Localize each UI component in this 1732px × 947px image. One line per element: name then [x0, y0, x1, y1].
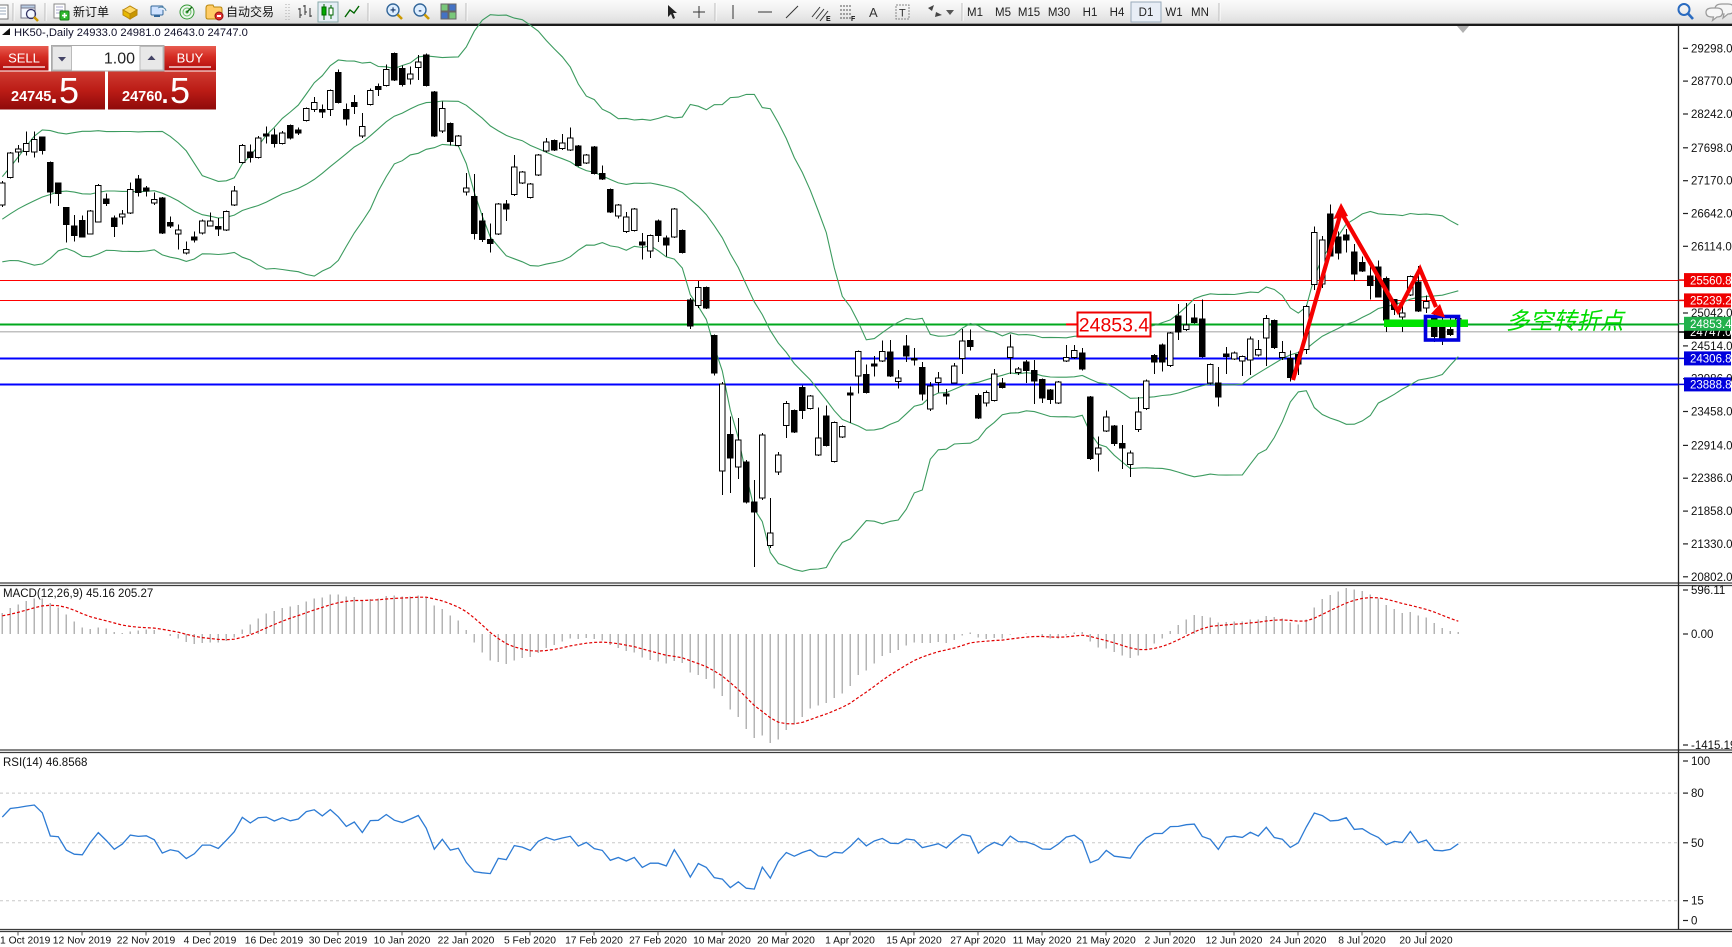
svg-text:10 Jan 2020: 10 Jan 2020 — [374, 936, 431, 947]
svg-text:24 Jun 2020: 24 Jun 2020 — [1270, 936, 1327, 947]
svg-text:25239.2: 25239.2 — [1690, 296, 1732, 308]
svg-text:23458.0: 23458.0 — [1691, 407, 1732, 419]
svg-text:24853.4: 24853.4 — [1079, 315, 1150, 337]
svg-text:D1: D1 — [1139, 7, 1154, 19]
svg-text:23888.8: 23888.8 — [1690, 380, 1732, 392]
svg-text:自动交易: 自动交易 — [226, 4, 274, 19]
svg-text:20 Jul 2020: 20 Jul 2020 — [1399, 936, 1453, 947]
svg-text:0: 0 — [1691, 916, 1697, 928]
svg-text:12 Nov 2019: 12 Nov 2019 — [53, 936, 112, 947]
svg-text:0.00: 0.00 — [1691, 629, 1713, 641]
svg-text:M15: M15 — [1018, 7, 1040, 19]
svg-text:25560.8: 25560.8 — [1690, 275, 1732, 287]
svg-text:.5: .5 — [160, 70, 190, 111]
svg-text:596.11: 596.11 — [1691, 585, 1725, 597]
svg-text:5 Feb 2020: 5 Feb 2020 — [504, 936, 556, 947]
svg-text:21330.0: 21330.0 — [1691, 539, 1732, 551]
svg-text:新订单: 新订单 — [73, 4, 109, 19]
svg-text:F: F — [851, 16, 856, 23]
svg-text:16 Dec 2019: 16 Dec 2019 — [245, 936, 304, 947]
svg-text:28242.0: 28242.0 — [1691, 109, 1732, 121]
svg-text:H1: H1 — [1083, 7, 1098, 19]
svg-text:M1: M1 — [967, 7, 983, 19]
svg-text:+: + — [390, 6, 396, 17]
svg-text:MACD(12,26,9) 45.16 205.27: MACD(12,26,9) 45.16 205.27 — [3, 588, 153, 600]
svg-text:8 Jul 2020: 8 Jul 2020 — [1338, 936, 1386, 947]
svg-text:30 Dec 2019: 30 Dec 2019 — [309, 936, 368, 947]
svg-text:22 Jan 2020: 22 Jan 2020 — [438, 936, 495, 947]
svg-text:24514.0: 24514.0 — [1691, 341, 1732, 353]
svg-text:H4: H4 — [1110, 7, 1125, 19]
svg-text:.5: .5 — [49, 70, 79, 111]
svg-text:28770.0: 28770.0 — [1691, 76, 1732, 88]
svg-text:24760: 24760 — [122, 89, 162, 105]
svg-text:M5: M5 — [995, 7, 1011, 19]
svg-text:RSI(14) 46.8568: RSI(14) 46.8568 — [3, 757, 87, 769]
svg-text:1 Apr 2020: 1 Apr 2020 — [825, 936, 875, 947]
svg-text:27 Feb 2020: 27 Feb 2020 — [629, 936, 687, 947]
svg-text:80: 80 — [1691, 788, 1704, 800]
svg-text:26114.0: 26114.0 — [1691, 241, 1732, 253]
svg-text:1.00: 1.00 — [104, 51, 135, 68]
svg-text:27698.0: 27698.0 — [1691, 143, 1732, 155]
svg-text:27170.0: 27170.0 — [1691, 176, 1732, 188]
svg-text:BUY: BUY — [177, 51, 204, 66]
svg-text:17 Feb 2020: 17 Feb 2020 — [565, 936, 623, 947]
svg-text:15 Apr 2020: 15 Apr 2020 — [886, 936, 942, 947]
svg-text:A: A — [869, 5, 878, 20]
svg-text:50: 50 — [1691, 838, 1704, 850]
svg-text:15: 15 — [1691, 896, 1704, 908]
svg-text:-: - — [418, 6, 421, 17]
svg-text:22 Nov 2019: 22 Nov 2019 — [117, 936, 176, 947]
svg-text:24853.4: 24853.4 — [1690, 319, 1732, 331]
svg-text:M30: M30 — [1048, 7, 1070, 19]
svg-text:20802.0: 20802.0 — [1691, 572, 1732, 584]
svg-text:11 May 2020: 11 May 2020 — [1013, 936, 1072, 947]
svg-text:E: E — [826, 16, 831, 23]
svg-text:100: 100 — [1691, 756, 1710, 768]
svg-text:T: T — [899, 8, 906, 20]
svg-text:20 Mar 2020: 20 Mar 2020 — [757, 936, 815, 947]
svg-text:多空转折点: 多空转折点 — [1506, 308, 1626, 334]
svg-text:W1: W1 — [1165, 7, 1182, 19]
svg-text:2 Jun 2020: 2 Jun 2020 — [1145, 936, 1196, 947]
svg-text:26642.0: 26642.0 — [1691, 209, 1732, 221]
svg-text:22386.0: 22386.0 — [1691, 473, 1732, 485]
svg-text:1 Oct 2019: 1 Oct 2019 — [0, 936, 51, 947]
svg-text:HK50-,Daily 24933.0 24981.0 2: HK50-,Daily 24933.0 24981.0 24643.0 2474… — [14, 27, 248, 39]
svg-text:21858.0: 21858.0 — [1691, 506, 1732, 518]
svg-text:22914.0: 22914.0 — [1691, 440, 1732, 452]
svg-text:4 Dec 2019: 4 Dec 2019 — [184, 936, 237, 947]
svg-text:MN: MN — [1191, 7, 1209, 19]
svg-text:10 Mar 2020: 10 Mar 2020 — [693, 936, 751, 947]
svg-text:24745: 24745 — [11, 89, 51, 105]
svg-text:21 May 2020: 21 May 2020 — [1076, 936, 1136, 947]
svg-text:27 Apr 2020: 27 Apr 2020 — [950, 936, 1006, 947]
svg-text:-1415.19: -1415.19 — [1691, 740, 1732, 752]
svg-text:24306.8: 24306.8 — [1690, 354, 1732, 366]
svg-text:SELL: SELL — [8, 51, 40, 66]
svg-text:12 Jun 2020: 12 Jun 2020 — [1206, 936, 1263, 947]
svg-text:29298.0: 29298.0 — [1691, 43, 1732, 55]
